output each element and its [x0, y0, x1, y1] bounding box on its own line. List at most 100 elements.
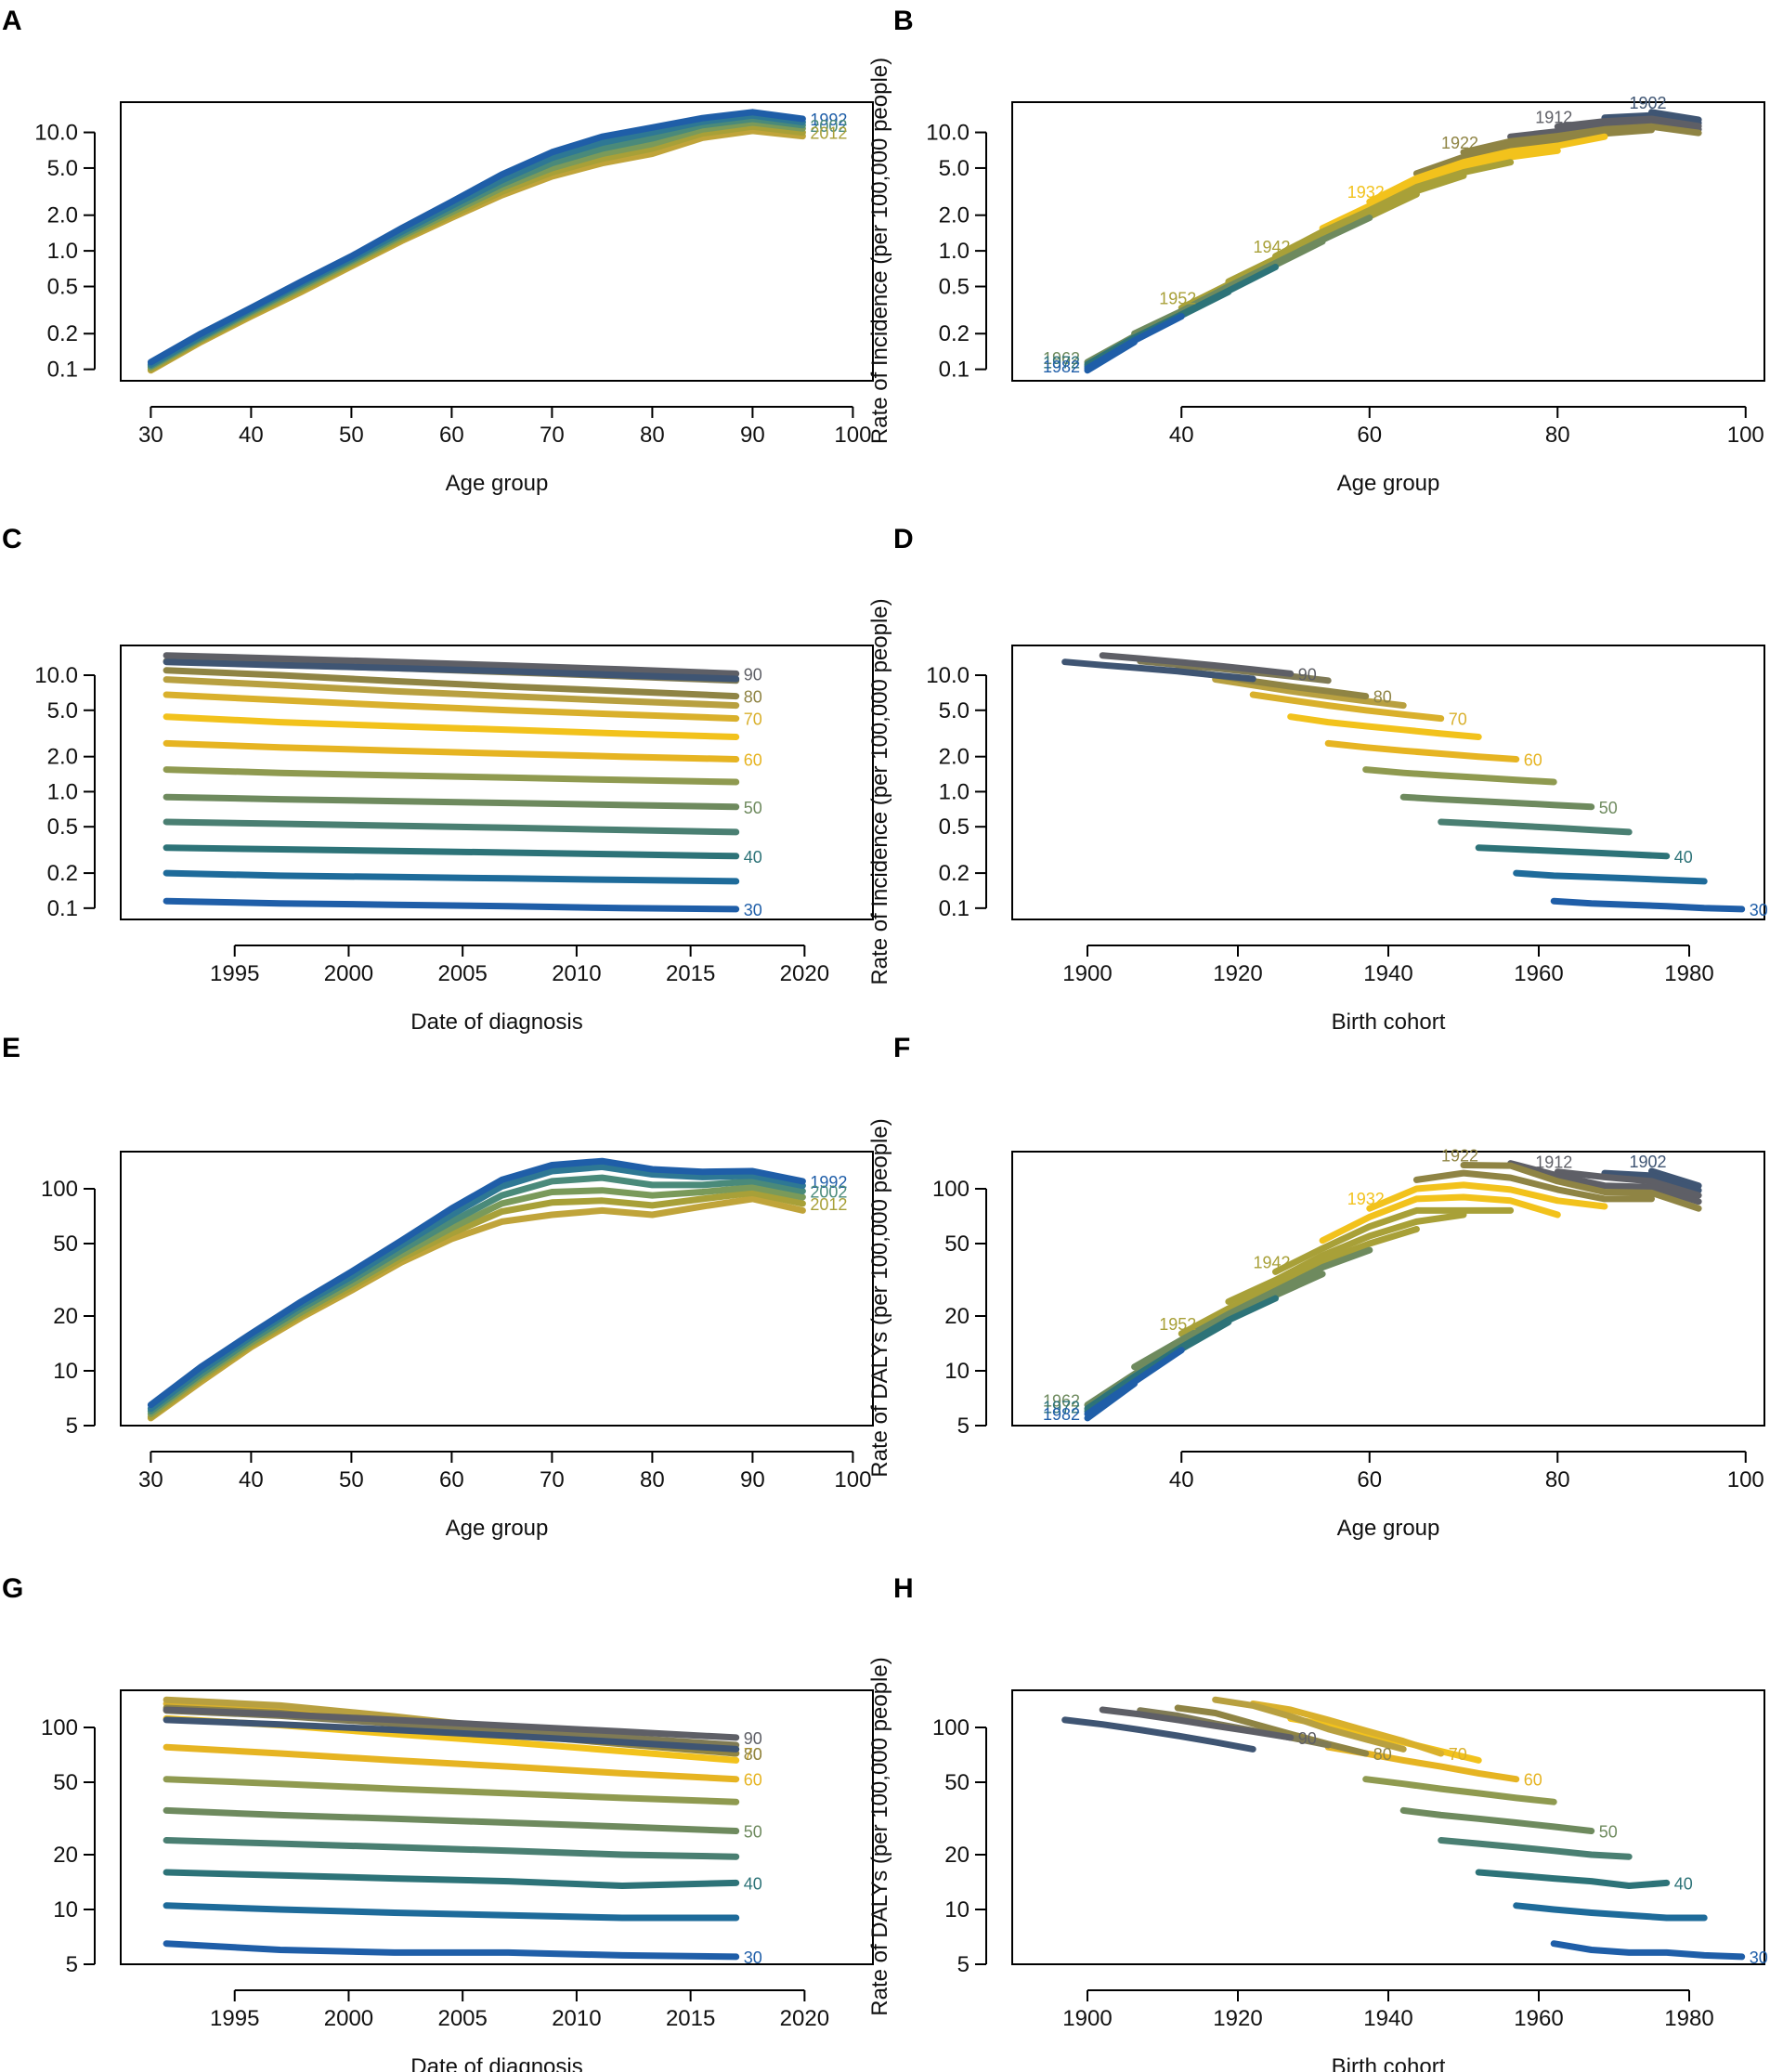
x-tick-label: 2015: [666, 961, 715, 986]
panel-letter: E: [2, 1033, 20, 1063]
series-line-90: [163, 652, 740, 677]
series-line-1922: [1460, 1162, 1702, 1212]
series-line-95: [163, 658, 740, 683]
x-axis-title: Age group: [1337, 471, 1440, 496]
series-line-1957: [1131, 1246, 1373, 1371]
y-tick-label: 1.0: [47, 779, 78, 804]
x-tick-label: 50: [339, 423, 364, 448]
line-label: 1912: [1535, 108, 1572, 126]
x-tick-label: 50: [339, 1467, 364, 1492]
series-line-35: [1513, 869, 1708, 885]
line-label: 1952: [1159, 1315, 1196, 1334]
series-line-1932: [1366, 1181, 1608, 1212]
y-tick-label: 0.2: [939, 861, 970, 886]
line-label: 60: [1524, 750, 1542, 769]
line-label: 50: [1599, 1822, 1618, 1841]
x-tick-label: 40: [239, 1467, 264, 1492]
series-line-55: [1362, 766, 1557, 786]
y-tick-label: 100: [932, 1177, 970, 1202]
line-label: 90: [744, 1729, 762, 1748]
series-line-55: [163, 1776, 740, 1805]
y-axis-title: Rate of DALYs (per 100,000 people): [0, 1657, 1, 2015]
plot-frame: [120, 101, 874, 382]
y-tick-label: 0.2: [47, 321, 78, 346]
y-tick-label: 1.0: [939, 239, 970, 264]
y-tick-label: 50: [944, 1231, 970, 1257]
x-tick-label: 2005: [437, 961, 487, 986]
x-axis-title: Age group: [1337, 1516, 1440, 1541]
series-line-45: [163, 1837, 740, 1860]
x-tick-label: 70: [540, 423, 565, 448]
line-label: 60: [744, 750, 762, 769]
plot-frame: [1011, 101, 1765, 382]
plot-frame: [1011, 1689, 1765, 1965]
x-tick-label: 100: [1727, 423, 1764, 448]
x-tick-label: 1960: [1514, 961, 1563, 986]
line-label: 1912: [1535, 1153, 1572, 1172]
y-axis-title: Rate of Incidence (per 100,000 people): [867, 598, 892, 984]
x-tick-label: 80: [1545, 1467, 1570, 1492]
series-line-1947: [1225, 1211, 1467, 1305]
y-axis-title: Rate of Incidence (per 100,000 people): [867, 58, 892, 444]
y-tick-label: 100: [932, 1715, 970, 1740]
y-tick-label: 50: [944, 1770, 970, 1795]
line-label: 70: [744, 1745, 762, 1764]
series-line-55: [1362, 1776, 1557, 1805]
panel-f: F 5 10 20 50 100 40 60 80 100 Age group Rate of DAL…: [867, 1033, 1765, 1541]
series-line-2017: [147, 127, 806, 374]
line-label: 1942: [1253, 238, 1290, 256]
series-line-2007: [147, 119, 806, 371]
y-tick-label: 10: [53, 1359, 78, 1384]
x-tick-label: 80: [640, 423, 665, 448]
x-tick-label: 90: [740, 423, 765, 448]
line-label: 80: [1373, 688, 1392, 707]
x-tick-label: 30: [138, 423, 163, 448]
y-tick-label: 5: [66, 1414, 78, 1439]
series-line-30: [1550, 1940, 1746, 1961]
x-tick-label: 1920: [1213, 2006, 1262, 2031]
series-line-1937: [1319, 1193, 1561, 1245]
plot-frame: [1011, 1151, 1765, 1427]
series-line-1927: [1412, 126, 1655, 177]
x-tick-label: 2000: [324, 961, 373, 986]
line-label: 2012: [810, 1195, 847, 1214]
series-line-1927: [1412, 1169, 1655, 1203]
series-line-70: [1249, 691, 1445, 723]
series-line-60: [163, 1743, 740, 1783]
x-axis-title: Birth cohort: [1332, 2054, 1446, 2072]
panel-letter: F: [893, 1033, 910, 1063]
series-line-1907: [1601, 1169, 1702, 1194]
line-label: 50: [1599, 799, 1618, 817]
series-line-60: [163, 739, 740, 762]
y-tick-label: 0.1: [47, 896, 78, 921]
series-line-1902: [1648, 1167, 1702, 1190]
series-line-35: [163, 1902, 740, 1922]
x-axis-title: Date of diagnosis: [410, 1010, 582, 1035]
y-tick-label: 0.5: [939, 274, 970, 299]
panel-letter: H: [893, 1573, 914, 1604]
x-tick-label: 80: [1545, 423, 1570, 448]
panel-a: A 0.1 0.2 0.5 1.0 2.0 5.0 10.0 30 40 50 60 70 80 90 100…: [0, 6, 874, 496]
x-tick-label: 100: [834, 1467, 871, 1492]
series-line-1937: [1319, 147, 1561, 232]
x-tick-label: 60: [439, 423, 464, 448]
series-line-45: [163, 818, 740, 836]
x-tick-label: 1995: [210, 2006, 259, 2031]
series-line-40: [163, 844, 740, 860]
y-tick-label: 0.5: [939, 814, 970, 840]
line-label: 1992: [810, 111, 847, 129]
panel-letter: C: [2, 524, 22, 554]
y-tick-label: 0.2: [939, 321, 970, 346]
line-label: 1932: [1347, 1190, 1385, 1208]
y-tick-label: 100: [41, 1715, 78, 1740]
line-label: 1952: [1159, 290, 1196, 308]
x-tick-label: 40: [1169, 423, 1194, 448]
line-label: 60: [1524, 1771, 1542, 1790]
line-label: 2002: [810, 117, 847, 136]
y-tick-label: 0.5: [47, 814, 78, 840]
panel-letter: A: [2, 6, 22, 36]
panel-letter: G: [2, 1573, 23, 1604]
series-line-65: [1287, 713, 1482, 740]
series-line-40: [163, 1869, 740, 1889]
line-label: 1982: [1043, 358, 1080, 376]
